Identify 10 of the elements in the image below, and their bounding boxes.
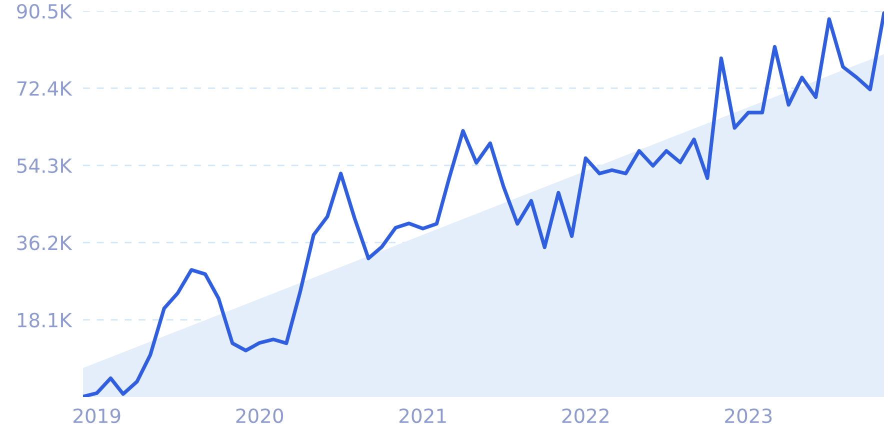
y-tick-label: 36.2K <box>17 236 72 250</box>
x-tick-label: 2022 <box>562 408 608 424</box>
y-tick-label: 18.1K <box>18 312 72 328</box>
x-tick-label: 2019 <box>74 408 120 424</box>
y-tick-label: 72.4K <box>17 81 72 96</box>
y-tick-label: 90.5K <box>17 4 72 19</box>
x-tick-label: 2023 <box>725 408 772 424</box>
x-tick-label: 2021 <box>400 408 446 424</box>
y-tick-label: 54.3K <box>17 158 72 174</box>
x-tick-label: 2020 <box>236 408 284 424</box>
